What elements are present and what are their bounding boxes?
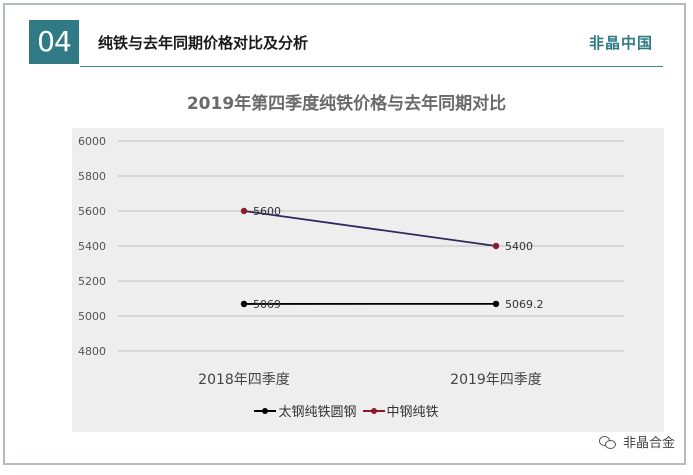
data-point bbox=[240, 300, 248, 308]
section-number-badge: 04 bbox=[29, 20, 79, 64]
data-label: 5400 bbox=[505, 240, 533, 253]
legend-label: 太钢纯铁圆钢 bbox=[278, 405, 357, 420]
watermark-text: 非晶合金 bbox=[622, 436, 675, 451]
legend-label: 中钢纯铁 bbox=[386, 405, 439, 420]
y-tick-label: 5000 bbox=[78, 310, 106, 323]
data-point bbox=[240, 207, 248, 215]
legend-swatch bbox=[254, 406, 277, 416]
series-line bbox=[243, 210, 497, 247]
header-divider bbox=[80, 66, 663, 67]
data-label: 5069.2 bbox=[505, 298, 544, 311]
brand-name: 非晶中国 bbox=[588, 34, 653, 52]
data-point bbox=[492, 242, 500, 250]
x-tick-label: 2018年四季度 bbox=[198, 372, 290, 388]
y-tick-label: 5800 bbox=[78, 170, 106, 183]
y-tick-label: 6000 bbox=[78, 135, 106, 148]
legend-swatch bbox=[362, 406, 385, 416]
y-tick-label: 5400 bbox=[78, 240, 106, 253]
data-label: 5069 bbox=[253, 298, 281, 311]
y-tick-label: 5200 bbox=[78, 275, 106, 288]
y-tick-label: 5600 bbox=[78, 205, 106, 218]
x-tick-label: 2019年四季度 bbox=[450, 372, 542, 388]
section-title: 纯铁与去年同期价格对比及分析 bbox=[98, 34, 309, 52]
legend-item: 太钢纯铁圆钢 bbox=[254, 401, 357, 420]
chart-background bbox=[72, 128, 664, 432]
data-label: 5600 bbox=[253, 205, 281, 218]
chart-legend: 太钢纯铁圆钢 中钢纯铁 bbox=[0, 401, 693, 420]
chart-title: 2019年第四季度纯铁价格与去年同期对比 bbox=[186, 94, 507, 114]
watermark: 非晶合金 bbox=[598, 432, 675, 451]
data-point bbox=[492, 300, 500, 308]
wechat-icon bbox=[598, 435, 617, 449]
legend-item: 中钢纯铁 bbox=[362, 401, 439, 420]
y-tick-label: 4800 bbox=[78, 345, 106, 358]
